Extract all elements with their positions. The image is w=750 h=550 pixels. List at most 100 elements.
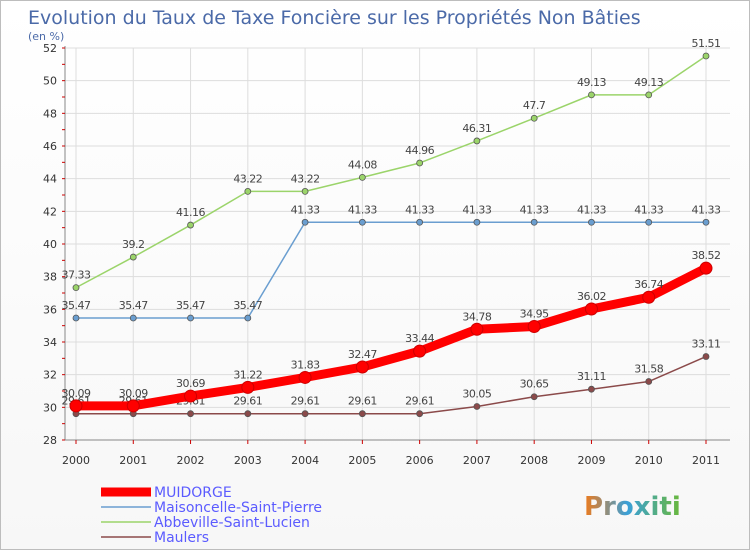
data-label: 44.96	[405, 144, 434, 157]
data-label: 44.08	[348, 158, 377, 171]
data-label: 35.47	[233, 299, 262, 312]
data-point	[244, 188, 252, 195]
data-label: 51.51	[692, 37, 721, 50]
data-label: 35.47	[119, 299, 148, 312]
data-label: 49.13	[634, 76, 663, 89]
data-point	[129, 253, 137, 261]
data-point	[413, 344, 427, 358]
y-tick-label: 34	[43, 336, 57, 349]
data-label: 33.11	[692, 338, 721, 351]
data-label: 36.02	[577, 290, 606, 303]
y-tick-label: 30	[43, 401, 57, 414]
data-label: 41.33	[692, 203, 721, 216]
data-label: 35.47	[176, 299, 205, 312]
series-muidorge: 30.09 30.09 30.69 31.22 31.83 32.47 33.44 34.78…	[62, 249, 721, 413]
x-tick-label: 2008	[520, 454, 548, 467]
x-tick-label: 2009	[577, 454, 605, 467]
data-point	[473, 218, 481, 226]
grid	[65, 47, 730, 441]
data-label: 43.22	[233, 172, 262, 185]
legend-label: Abbeville-Saint-Lucien	[154, 515, 310, 531]
data-label: 39.2	[122, 238, 145, 251]
x-tick-label: 2007	[463, 454, 491, 467]
data-point	[129, 314, 137, 322]
data-point	[301, 410, 309, 418]
x-tick-label: 2002	[177, 454, 205, 467]
y-tick-label: 38	[43, 271, 57, 284]
series-line	[71, 263, 711, 411]
data-label: 41.33	[520, 203, 549, 216]
data-label: 30.69	[176, 377, 205, 390]
data-point	[470, 322, 484, 336]
data-label: 34.78	[462, 310, 491, 323]
legend-label: Maisoncelle-Saint-Pierre	[154, 500, 322, 516]
data-point	[301, 188, 309, 195]
proxiti-logo: Proxiti	[584, 492, 681, 522]
data-label: 31.58	[634, 363, 663, 376]
legend: MUIDORGEMaisoncelle-Saint-PierreAbbevill…	[101, 485, 322, 546]
data-point	[702, 353, 710, 360]
axes: 28 30 32 34 36 38 40 42 44 46 48 50 52 2000 2001 2002 20…	[43, 42, 730, 467]
data-point	[358, 410, 366, 418]
data-label: 31.11	[577, 370, 606, 383]
data-label: 34.95	[520, 307, 549, 320]
data-label: 38.52	[692, 249, 721, 262]
data-point	[588, 385, 595, 393]
x-tick-label: 2004	[291, 454, 319, 467]
data-label: 41.33	[348, 203, 377, 216]
series-line	[75, 55, 707, 289]
x-tick-label: 2000	[62, 454, 90, 467]
data-point	[187, 410, 194, 418]
chart-subtitle: (en %)	[28, 30, 64, 43]
data-label: 29.61	[405, 395, 434, 408]
data-point	[588, 91, 595, 99]
chart-title: Evolution du Taux de Taxe Foncière sur l…	[28, 7, 641, 29]
x-tick-label: 2006	[406, 454, 434, 467]
data-point	[699, 261, 713, 275]
data-point	[358, 173, 366, 181]
data-point	[642, 290, 656, 304]
y-tick-label: 36	[43, 303, 57, 316]
data-label: 41.33	[462, 203, 491, 216]
data-point	[645, 378, 653, 385]
data-point	[473, 137, 481, 145]
data-label: 31.83	[291, 358, 320, 371]
legend-label: Maulers	[154, 530, 209, 546]
x-tick-label: 2003	[234, 454, 262, 467]
data-point	[184, 389, 198, 403]
data-point	[530, 218, 538, 226]
legend-label: MUIDORGE	[154, 485, 232, 501]
data-point	[72, 314, 80, 322]
x-tick-label: 2005	[348, 454, 376, 467]
data-point	[298, 370, 312, 384]
series-abbeville-saint-lucien: 37.33 39.2 41.16 43.22 43.22 44.08 44.96 46.31 4…	[62, 37, 721, 292]
x-tick-label: 2011	[692, 454, 720, 467]
data-point	[702, 218, 710, 226]
data-point	[530, 393, 538, 401]
data-label: 30.05	[462, 388, 491, 401]
data-label: 41.33	[634, 203, 663, 216]
y-tick-label: 46	[43, 140, 57, 153]
data-label: 37.33	[62, 269, 91, 282]
y-tick-label: 28	[43, 434, 57, 447]
data-label: 43.22	[291, 172, 320, 185]
data-label: 41.33	[405, 203, 434, 216]
data-label: 41.33	[291, 203, 320, 216]
data-label: 32.47	[348, 348, 377, 361]
data-point	[588, 218, 595, 226]
data-label: 29.61	[233, 395, 262, 408]
y-tick-label: 50	[43, 75, 57, 88]
data-point	[301, 218, 309, 226]
data-label: 30.65	[520, 378, 549, 391]
data-point	[702, 52, 710, 60]
data-label: 41.16	[176, 206, 205, 219]
data-point	[645, 218, 653, 226]
data-label: 31.22	[233, 368, 262, 381]
series: 37.33 39.2 41.16 43.22 43.22 44.08 44.96 46.31 4…	[62, 37, 721, 418]
data-point	[358, 218, 366, 226]
data-point	[72, 284, 80, 292]
data-point	[244, 314, 252, 322]
data-point	[530, 114, 538, 122]
